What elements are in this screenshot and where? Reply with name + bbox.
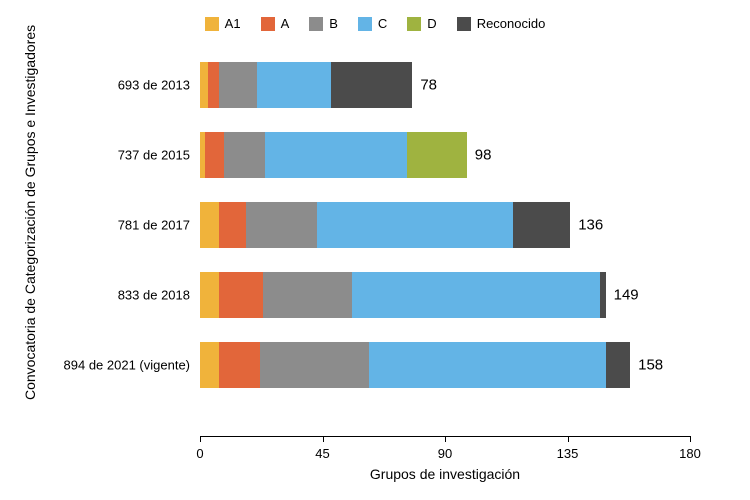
bar-segment-a	[219, 342, 260, 388]
bar-segment-c	[352, 272, 600, 318]
legend-label: A	[281, 16, 290, 31]
legend-item: A1	[205, 16, 241, 31]
stacked-bar	[200, 342, 630, 388]
bar-segment-b	[246, 202, 317, 248]
legend-swatch	[309, 17, 323, 31]
legend: A1 A B C D Reconocido	[0, 16, 750, 31]
bar-row: 737 de 201598	[200, 132, 690, 178]
x-axis-label: Grupos de investigación	[200, 466, 690, 482]
legend-item: C	[358, 16, 387, 31]
stacked-bar-chart: A1ABCDReconocido693 de 201378737 de 2015…	[0, 0, 750, 500]
bar-segment-a	[205, 132, 224, 178]
x-tick-label: 0	[196, 446, 203, 461]
bar-segment-d	[407, 132, 467, 178]
x-tick	[200, 436, 201, 442]
legend-label: D	[427, 16, 436, 31]
bar-segment-a1	[200, 272, 219, 318]
bar-total-label: 149	[606, 287, 639, 304]
legend-item: B	[309, 16, 338, 31]
bar-total-label: 158	[630, 357, 663, 374]
legend-label: A1	[225, 16, 241, 31]
bar-row: 894 de 2021 (vigente)158	[200, 342, 690, 388]
bar-segment-reconocido	[513, 202, 570, 248]
bar-total-label: 98	[467, 147, 492, 164]
legend-swatch	[261, 17, 275, 31]
stacked-bar	[200, 202, 570, 248]
legend-item: Reconocido	[457, 16, 546, 31]
x-tick-label: 90	[438, 446, 452, 461]
bar-row: 833 de 2018149	[200, 272, 690, 318]
bar-total-label: 136	[570, 217, 603, 234]
y-axis-label: Convocatoria de Categorización de Grupos…	[22, 25, 38, 400]
x-tick-label: 135	[557, 446, 579, 461]
bar-segment-a1	[200, 342, 219, 388]
x-tick-label: 45	[315, 446, 329, 461]
bar-segment-a1	[200, 202, 219, 248]
bar-segment-reconocido	[606, 342, 631, 388]
bar-segment-a	[208, 62, 219, 108]
x-tick-label: 180	[679, 446, 701, 461]
legend-swatch	[407, 17, 421, 31]
stacked-bar	[200, 62, 412, 108]
stacked-bar	[200, 132, 467, 178]
category-label: 833 de 2018	[118, 288, 200, 303]
bar-segment-c	[369, 342, 606, 388]
legend-item: D	[407, 16, 436, 31]
legend-label: B	[329, 16, 338, 31]
bar-total-label: 78	[412, 77, 437, 94]
bar-segment-b	[224, 132, 265, 178]
legend-label: Reconocido	[477, 16, 546, 31]
x-tick	[568, 436, 569, 442]
bar-segment-a1	[200, 62, 208, 108]
plot-area: 693 de 201378 737 de 201598 781 de 2017136…	[200, 52, 690, 430]
category-label: 781 de 2017	[118, 218, 200, 233]
bar-segment-c	[265, 132, 407, 178]
x-tick	[690, 436, 691, 442]
x-tick	[323, 436, 324, 442]
legend-item: A	[261, 16, 290, 31]
bar-segment-c	[317, 202, 513, 248]
legend-swatch	[457, 17, 471, 31]
bar-segment-b	[260, 342, 369, 388]
bar-row: 693 de 201378	[200, 62, 690, 108]
x-tick	[445, 436, 446, 442]
bar-segment-c	[257, 62, 331, 108]
legend-swatch	[205, 17, 219, 31]
stacked-bar	[200, 272, 606, 318]
category-label: 737 de 2015	[118, 148, 200, 163]
bar-row: 781 de 2017136	[200, 202, 690, 248]
bar-segment-b	[263, 272, 353, 318]
category-label: 693 de 2013	[118, 78, 200, 93]
bar-segment-a	[219, 272, 263, 318]
category-label: 894 de 2021 (vigente)	[64, 358, 200, 373]
bar-segment-a	[219, 202, 246, 248]
bar-segment-reconocido	[331, 62, 413, 108]
legend-label: C	[378, 16, 387, 31]
legend-swatch	[358, 17, 372, 31]
bar-segment-b	[219, 62, 257, 108]
